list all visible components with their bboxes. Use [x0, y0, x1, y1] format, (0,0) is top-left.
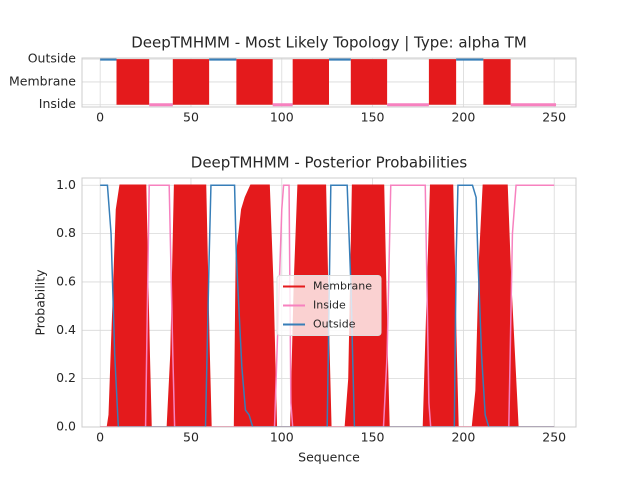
membrane-segment	[428, 59, 457, 105]
x-tick-label: 250	[542, 110, 566, 125]
x-tick-label: 150	[361, 110, 385, 125]
x-axis-label: Sequence	[298, 450, 360, 465]
x-tick-label: 100	[270, 110, 294, 125]
legend-label: Membrane	[313, 280, 372, 293]
y-tick-label: Outside	[28, 51, 77, 66]
legend-label: Inside	[313, 299, 346, 312]
y-tick-label: Inside	[39, 96, 77, 111]
y-axis-label: Probability	[33, 269, 48, 336]
x-tick-label: 150	[361, 430, 385, 445]
y-tick-label: 0.6	[56, 273, 76, 288]
y-tick-label: 0.4	[56, 322, 76, 337]
chart-title: DeepTMHMM - Most Likely Topology | Type:…	[131, 34, 527, 52]
membrane-segment	[483, 59, 511, 105]
y-tick-label: 0.0	[56, 419, 76, 434]
y-tick-label: 1.0	[56, 177, 76, 192]
x-tick-label: 50	[183, 430, 199, 445]
membrane-segment	[292, 59, 329, 105]
plot-frame	[81, 177, 577, 428]
legend-box	[276, 275, 382, 336]
x-tick-label: 50	[183, 110, 199, 125]
line	[100, 184, 555, 427]
membrane-segment	[236, 59, 273, 105]
x-tick-label: 100	[270, 430, 294, 445]
plot-frame	[81, 57, 577, 108]
y-tick-label: 0.8	[56, 225, 76, 240]
line	[100, 184, 555, 427]
x-tick-label: 0	[96, 430, 104, 445]
membrane-segment	[116, 59, 150, 105]
x-tick-label: 0	[96, 110, 104, 125]
membrane-segment	[172, 59, 210, 105]
chart-title: DeepTMHMM - Posterior Probabilities	[191, 154, 468, 172]
line	[100, 184, 555, 427]
x-tick-label: 200	[451, 110, 475, 125]
x-tick-label: 200	[451, 430, 475, 445]
y-tick-label: 0.2	[56, 370, 76, 385]
membrane-segment	[350, 59, 388, 105]
y-tick-label: Membrane	[9, 73, 76, 88]
x-tick-label: 250	[542, 430, 566, 445]
legend-label: Outside	[313, 318, 356, 331]
